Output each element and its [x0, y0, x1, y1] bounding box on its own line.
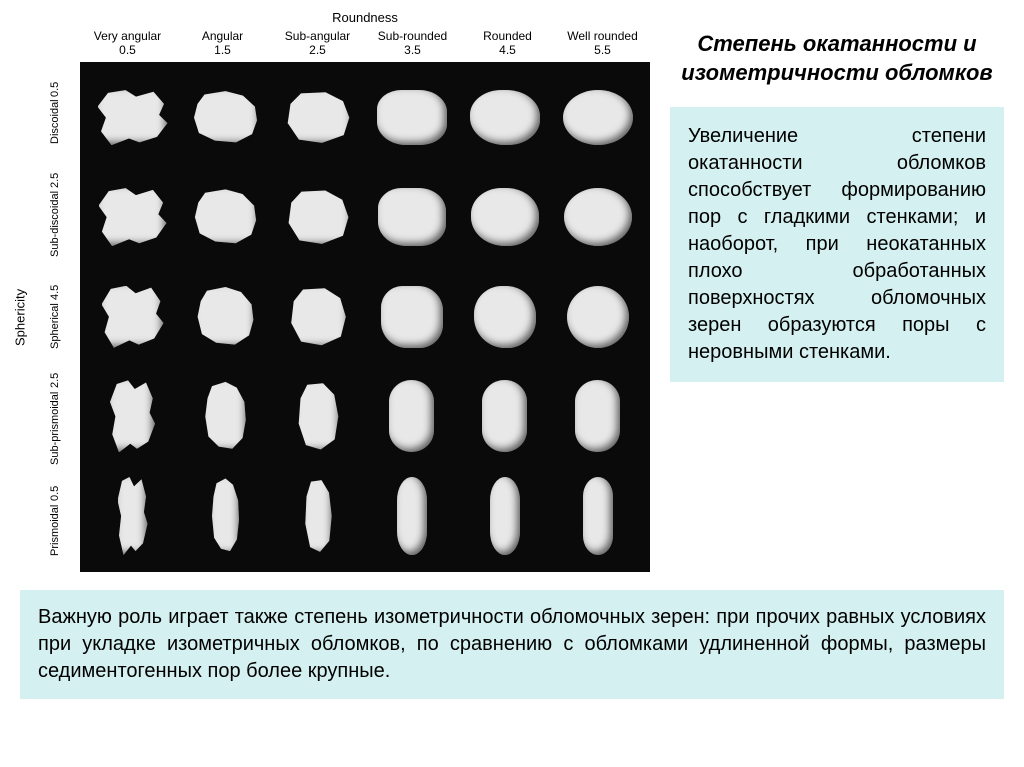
grain-sample — [192, 188, 260, 246]
grain-sample — [567, 286, 629, 348]
grain-sample — [474, 286, 536, 348]
grain-sample — [285, 188, 353, 246]
row-header: Sub-discoidal 2.5 — [30, 164, 80, 266]
grain-sample — [118, 477, 148, 555]
row-header: Sub-prismoidal 2.5 — [30, 368, 80, 470]
col-header: Rounded4.5 — [460, 29, 555, 58]
grain-sample — [470, 90, 540, 145]
grain-sample — [211, 477, 241, 555]
grain-sample — [195, 286, 257, 348]
col-header: Sub-rounded3.5 — [365, 29, 460, 58]
grain-grid — [80, 62, 650, 572]
grain-sample — [563, 90, 633, 145]
row-header: Prismoidal 0.5 — [30, 470, 80, 572]
grain-sample — [482, 380, 527, 452]
page-title: Степень окатанности и изометричности обл… — [670, 30, 1004, 87]
grain-sample — [99, 188, 167, 246]
y-axis-title: Sphericity — [10, 62, 30, 572]
grain-sample — [471, 188, 539, 246]
roundness-sphericity-chart: Roundness Very angular0.5 Angular1.5 Sub… — [10, 10, 650, 572]
grain-sample — [564, 188, 632, 246]
col-header: Angular1.5 — [175, 29, 270, 58]
row-header: Spherical 4.5 — [30, 266, 80, 368]
column-headers: Very angular0.5 Angular1.5 Sub-angular2.… — [10, 29, 650, 58]
grain-sample — [304, 477, 334, 555]
x-axis-title: Roundness — [10, 10, 650, 25]
grain-sample — [203, 380, 248, 452]
row-headers: Discoidal 0.5 Sub-discoidal 2.5 Spherica… — [30, 62, 80, 572]
grain-sample — [397, 477, 427, 555]
grain-sample — [381, 286, 443, 348]
grain-sample — [378, 188, 446, 246]
grain-sample — [288, 286, 350, 348]
col-header: Very angular0.5 — [80, 29, 175, 58]
grain-sample — [102, 286, 164, 348]
grain-sample — [284, 90, 354, 145]
description-paragraph-1: Увеличение степени окатанности обломков … — [670, 107, 1004, 382]
grain-sample — [377, 90, 447, 145]
description-paragraph-2: Важную роль играет также степень изометр… — [20, 590, 1004, 699]
row-header: Discoidal 0.5 — [30, 62, 80, 164]
col-header: Well rounded5.5 — [555, 29, 650, 58]
grain-sample — [110, 380, 155, 452]
grain-sample — [583, 477, 613, 555]
col-header: Sub-angular2.5 — [270, 29, 365, 58]
grain-sample — [389, 380, 434, 452]
grain-sample — [490, 477, 520, 555]
grain-sample — [296, 380, 341, 452]
grain-sample — [575, 380, 620, 452]
grain-sample — [98, 90, 168, 145]
grain-sample — [191, 90, 261, 145]
